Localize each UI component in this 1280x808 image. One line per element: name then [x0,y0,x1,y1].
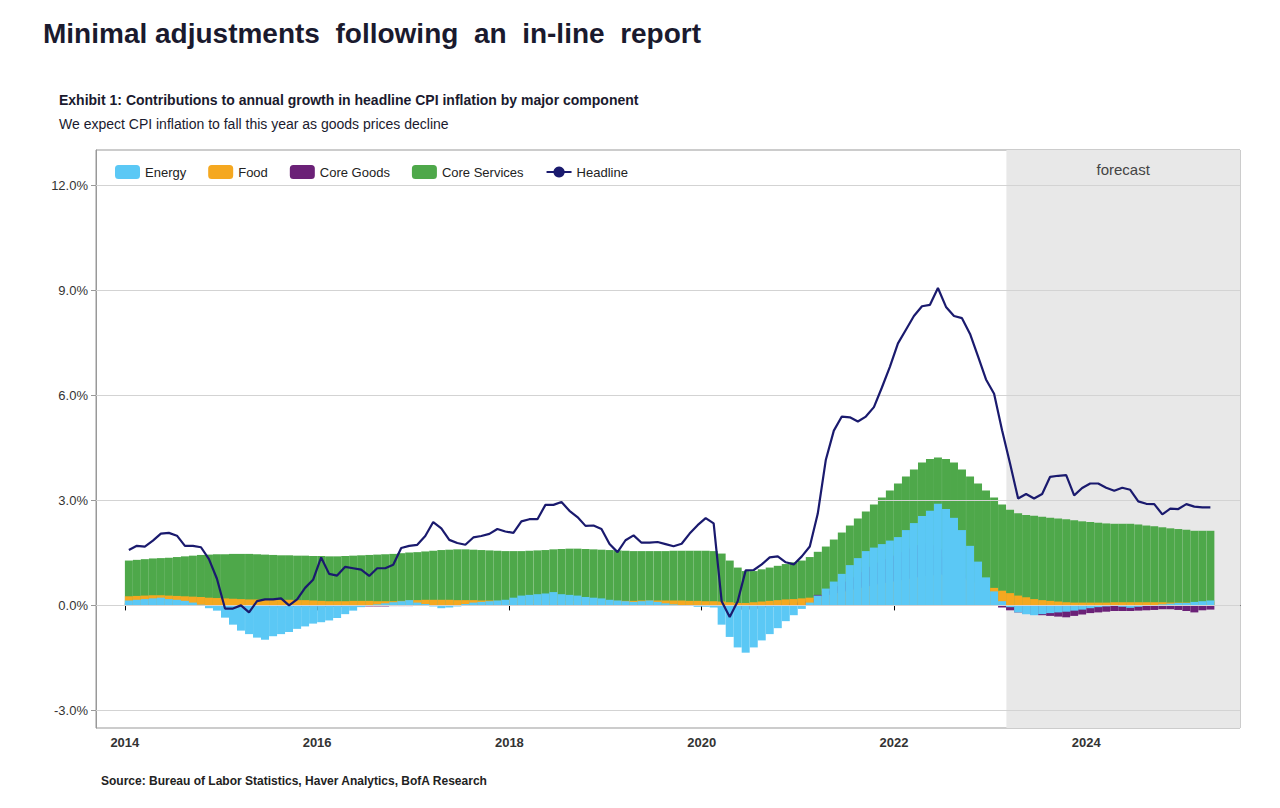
svg-text:Headline: Headline [577,165,628,180]
svg-text:forecast: forecast [1097,161,1151,178]
svg-text:Bureau of Labor Statistics, Ha: Bureau of Labor Statistics, Haver Analyt… [146,774,487,788]
svg-text:12.0%: 12.0% [51,178,88,193]
svg-text:3.0%: 3.0% [58,493,88,508]
svg-text:-3.0%: -3.0% [54,703,88,718]
svg-text:Core Services: Core Services [442,165,524,180]
svg-text:6.0%: 6.0% [58,388,88,403]
svg-text:Food: Food [238,165,268,180]
svg-text:2022: 2022 [879,735,908,750]
svg-text:0.0%: 0.0% [58,598,88,613]
svg-text:2014: 2014 [110,735,140,750]
svg-text:We expect CPI inflation to fal: We expect CPI inflation to fall this yea… [59,116,449,132]
svg-text:Minimal adjustments following: Minimal adjustments following an in-line… [43,18,701,49]
svg-text:2016: 2016 [303,735,332,750]
svg-text:Exhibit 1: Contributions to an: Exhibit 1: Contributions to annual growt… [59,92,639,108]
svg-text:Core Goods: Core Goods [320,165,391,180]
svg-text:2018: 2018 [495,735,524,750]
svg-text:Energy: Energy [145,165,187,180]
svg-text:9.0%: 9.0% [58,283,88,298]
svg-text:2024: 2024 [1072,735,1102,750]
svg-text:Source:: Source: [101,774,146,788]
svg-text:2020: 2020 [687,735,716,750]
